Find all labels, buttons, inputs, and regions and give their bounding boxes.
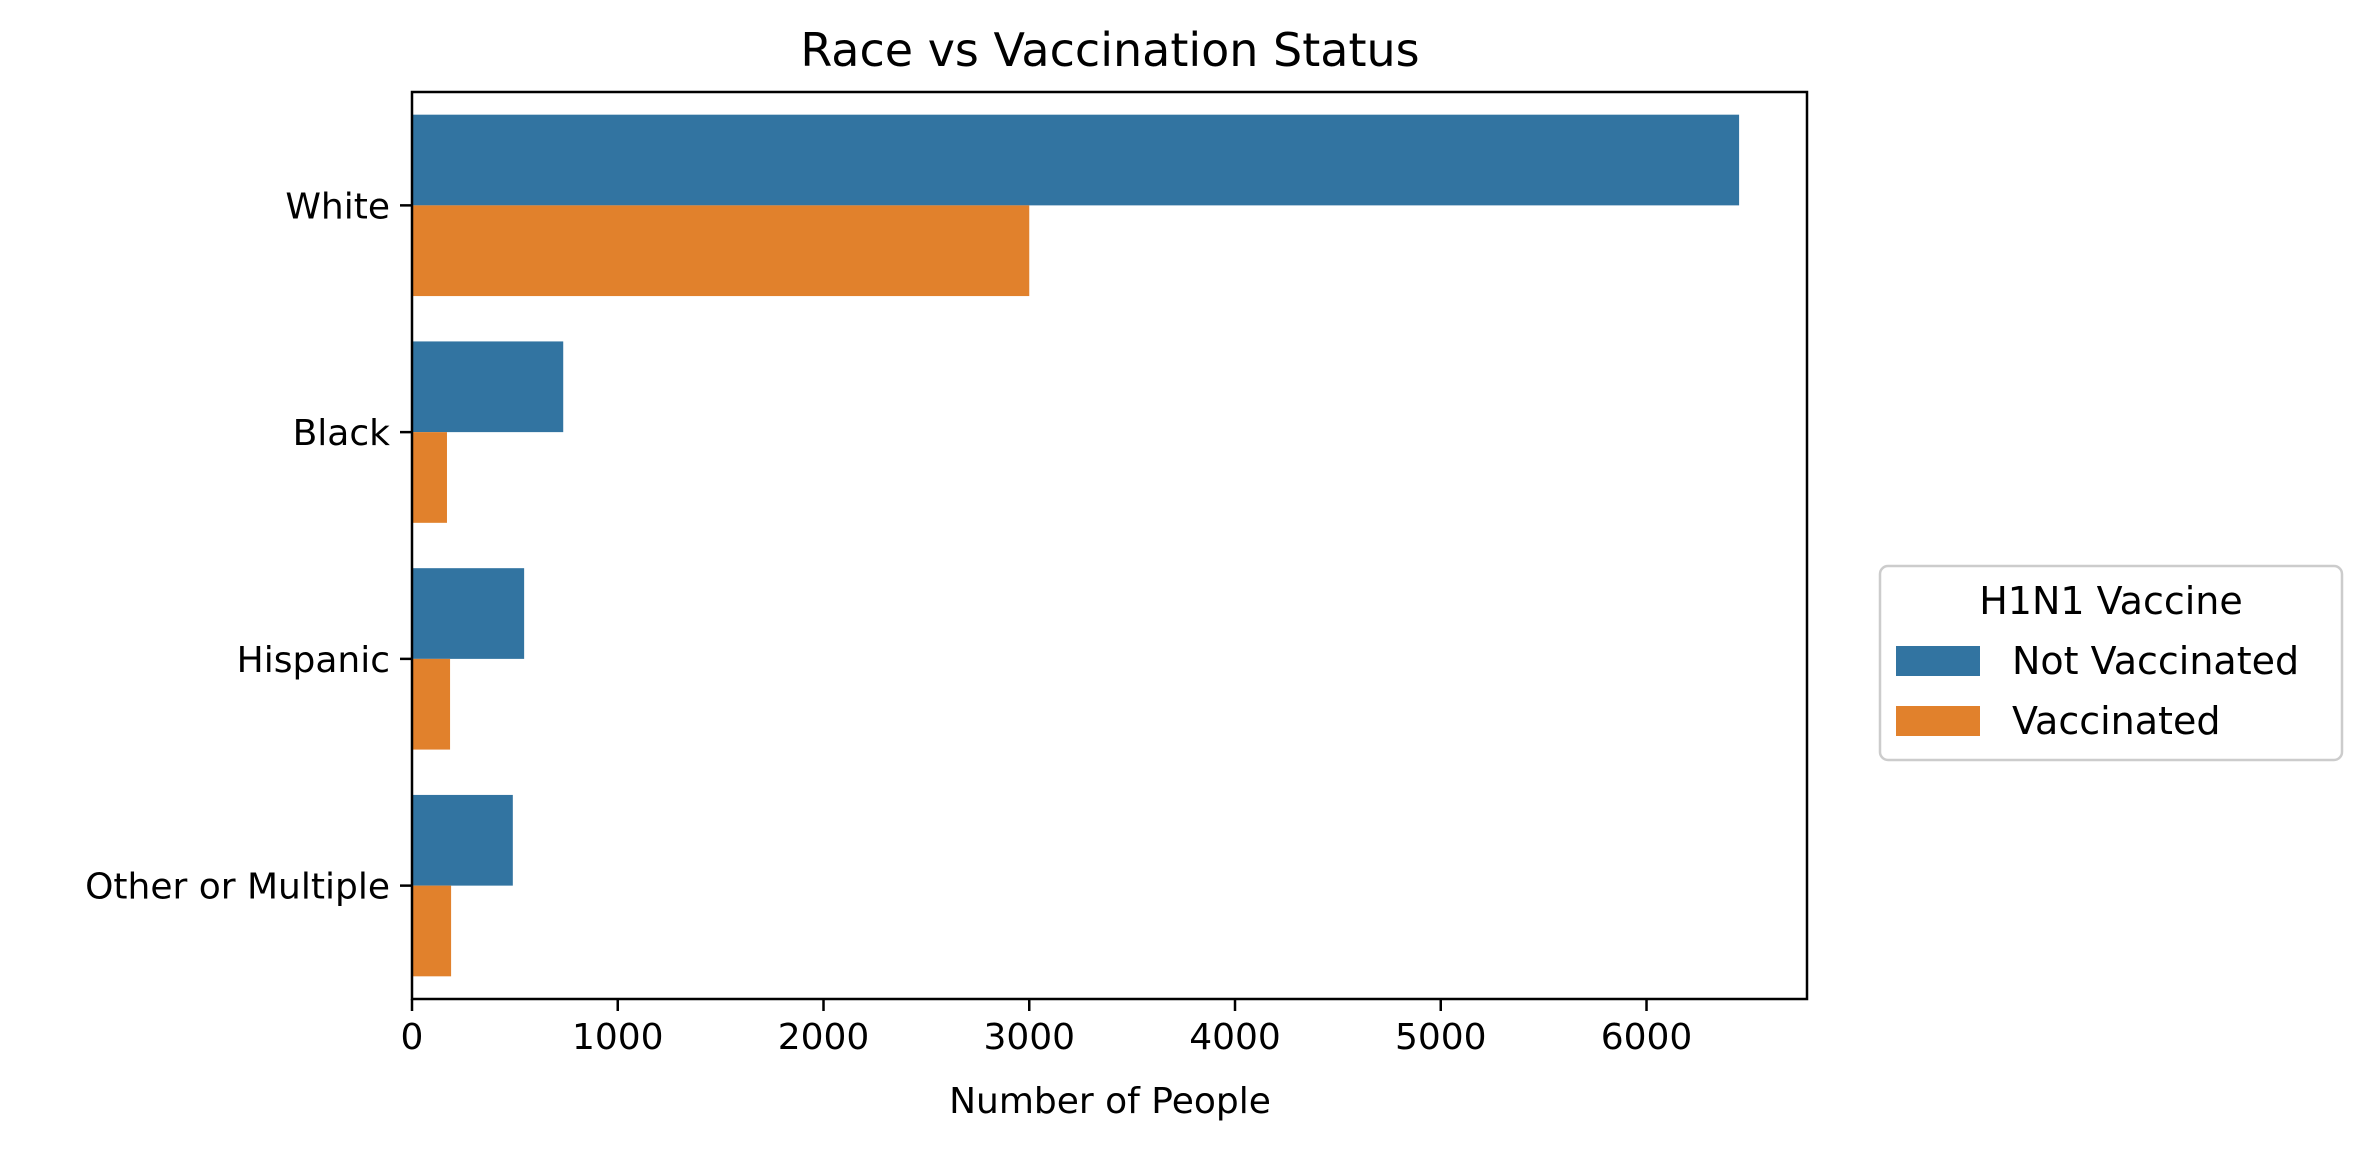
- legend-label-vaccinated: Vaccinated: [2012, 699, 2220, 743]
- bar-black-vaccinated: [412, 432, 447, 523]
- x-tick-label-4000: 4000: [1189, 1017, 1281, 1058]
- legend-swatch-vaccinated: [1896, 706, 1980, 736]
- plot-frame: [410, 90, 1809, 1001]
- legend-frame: [1878, 564, 2344, 762]
- bars-group: [412, 114, 1740, 977]
- bar-black-not-vaccinated: [412, 341, 564, 433]
- x-tick-label-5000: 5000: [1395, 1017, 1487, 1058]
- y-tick-label-white: White: [285, 186, 390, 227]
- bar-other-or-multiple-vaccinated: [412, 885, 452, 977]
- x-axis-label: Number of People: [949, 1081, 1271, 1122]
- x-tick-label-0: 0: [401, 1017, 424, 1058]
- legend-title: H1N1 Vaccine: [1979, 579, 2243, 623]
- bar-hispanic-vaccinated: [412, 658, 451, 750]
- bar-hispanic-not-vaccinated: [412, 568, 525, 659]
- chart-title: Race vs Vaccination Status: [800, 23, 1419, 77]
- bar-white-not-vaccinated: [412, 114, 1740, 206]
- x-ticks-group: 0 1000 2000 3000 4000 5000 6000: [401, 999, 1693, 1058]
- y-tick-label-black: Black: [293, 413, 391, 454]
- legend: H1N1 Vaccine Not Vaccinated Vaccinated: [1878, 564, 2344, 762]
- legend-swatch-not-vaccinated: [1896, 646, 1980, 676]
- x-tick-label-1000: 1000: [572, 1017, 664, 1058]
- x-tick-label-6000: 6000: [1601, 1017, 1693, 1058]
- y-tick-label-hispanic: Hispanic: [237, 640, 390, 681]
- legend-label-not-vaccinated: Not Vaccinated: [2012, 639, 2299, 683]
- bar-white-vaccinated: [412, 205, 1030, 297]
- bar-other-or-multiple-not-vaccinated: [412, 794, 513, 886]
- y-tick-label-other-or-multiple: Other or Multiple: [85, 867, 390, 908]
- x-tick-label-2000: 2000: [778, 1017, 870, 1058]
- x-tick-label-3000: 3000: [983, 1017, 1075, 1058]
- y-ticks-group: White Black Hispanic Other or Multiple: [85, 186, 412, 908]
